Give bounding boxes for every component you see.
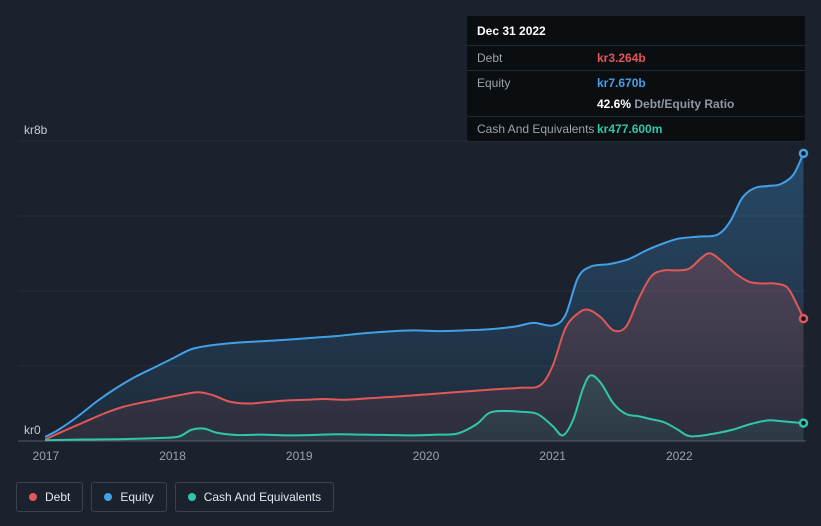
legend-cash-label: Cash And Equivalents (203, 490, 322, 504)
cash-and-equivalents-area (45, 375, 804, 441)
tooltip-cash-label: Cash And Equivalents (477, 122, 595, 136)
debt-dot-icon (29, 493, 37, 501)
legend-equity-label: Equity (120, 490, 154, 504)
tooltip-equity-label: Equity (477, 76, 511, 90)
tooltip-ratio-label: Debt/Equity Ratio (634, 97, 735, 111)
debt-line (44, 252, 805, 441)
tooltip-cash-value: kr477.600m (597, 122, 663, 136)
tooltip-row-ratio: 42.6% Debt/Equity Ratio (467, 95, 805, 116)
tooltip-row-debt: Debt kr3.264b (467, 45, 805, 70)
x-axis-label-2020: 2020 (413, 449, 440, 463)
x-axis-label-2017: 2017 (33, 449, 60, 463)
equity-endpoint-marker (798, 148, 809, 159)
legend-item-equity[interactable]: Equity (91, 482, 167, 512)
chart-tooltip: Dec 31 2022 Debt kr3.264b Equity kr7.670… (467, 16, 805, 141)
tooltip-equity-value: kr7.670b (597, 76, 646, 90)
x-axis-label-2018: 2018 (159, 449, 186, 463)
equity-dot-icon (104, 493, 113, 501)
y-axis-label-top: kr8b (24, 123, 48, 137)
legend-item-cash[interactable]: Cash And Equivalents (174, 482, 335, 512)
legend-item-debt[interactable]: Debt (16, 482, 84, 512)
x-axis-label-2019: 2019 (286, 449, 313, 463)
y-axis-label-bottom: kr0 (24, 423, 41, 437)
cash-dot-icon (187, 493, 196, 501)
legend-debt-label: Debt (45, 490, 71, 504)
legend: Debt Equity Cash And Equivalents (16, 482, 335, 512)
cash-and-equivalents-endpoint-marker (798, 418, 809, 428)
debt-area (45, 253, 804, 441)
equity-line (44, 152, 805, 438)
tooltip-debt-value: kr3.264b (597, 51, 646, 65)
tooltip-row-equity: Equity kr7.670b (467, 70, 805, 95)
tooltip-date: Dec 31 2022 (477, 24, 546, 38)
x-axis-label-2021: 2021 (539, 449, 566, 463)
tooltip-row-cash: Cash And Equivalents kr477.600m (467, 116, 805, 141)
cash-and-equivalents-line (44, 374, 805, 442)
debt-endpoint-marker (798, 313, 809, 324)
x-axis-label-2022: 2022 (666, 449, 693, 463)
tooltip-debt-label: Debt (477, 51, 503, 65)
tooltip-ratio-value: 42.6% (597, 97, 632, 111)
